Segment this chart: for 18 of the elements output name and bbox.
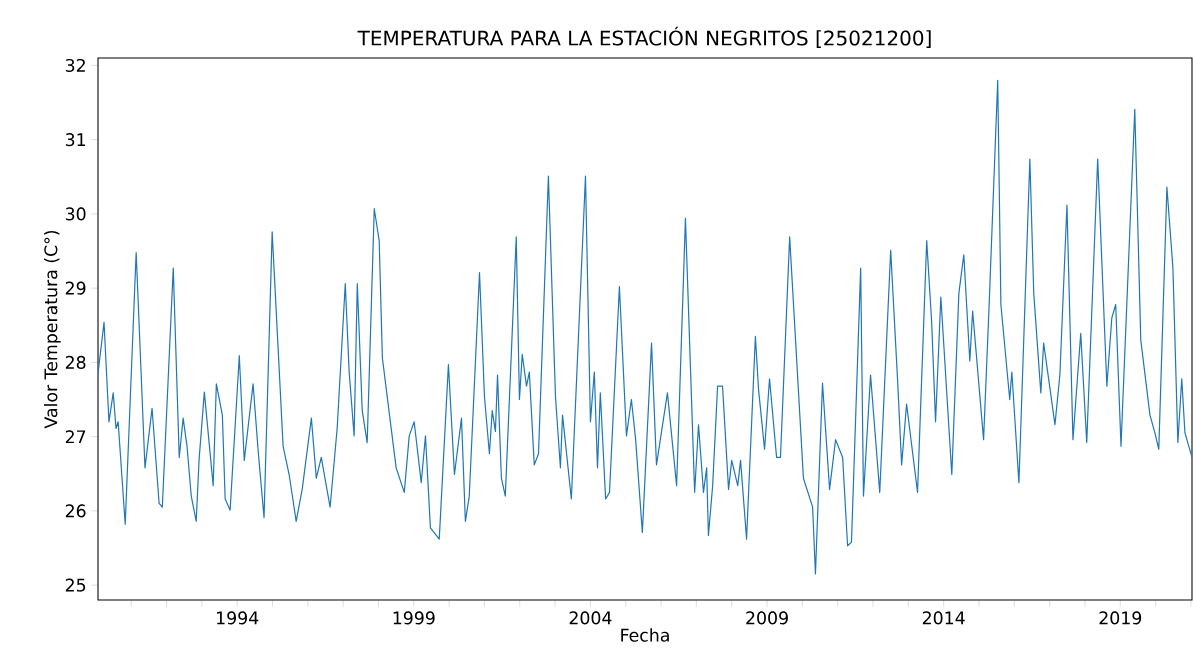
y-tick-label: 26 [65,504,86,518]
y-tick-label: 30 [65,207,86,221]
y-axis-title: Valor Temperatura (C°) [43,230,61,429]
y-tick-label: 28 [65,355,86,369]
x-tick-label: 1999 [393,611,435,625]
x-tick-label: 2009 [746,611,788,625]
y-tick-label: 25 [65,578,86,592]
x-tick-label: 1994 [217,611,259,625]
x-axis-title: Fecha [621,628,669,642]
line-series [98,79,1192,575]
y-tick-label: 31 [65,133,86,147]
y-tick-label: 29 [65,281,86,295]
x-tick-label: 2014 [922,611,965,625]
y-tick-label: 27 [65,430,86,444]
chart-title: TEMPERATURA PARA LA ESTACIÓN NEGRITOS [25021200] [357,26,931,48]
x-tick-label: 2004 [569,611,612,625]
x-tick-label: 2019 [1099,611,1142,625]
y-tick-label: 32 [65,58,85,72]
